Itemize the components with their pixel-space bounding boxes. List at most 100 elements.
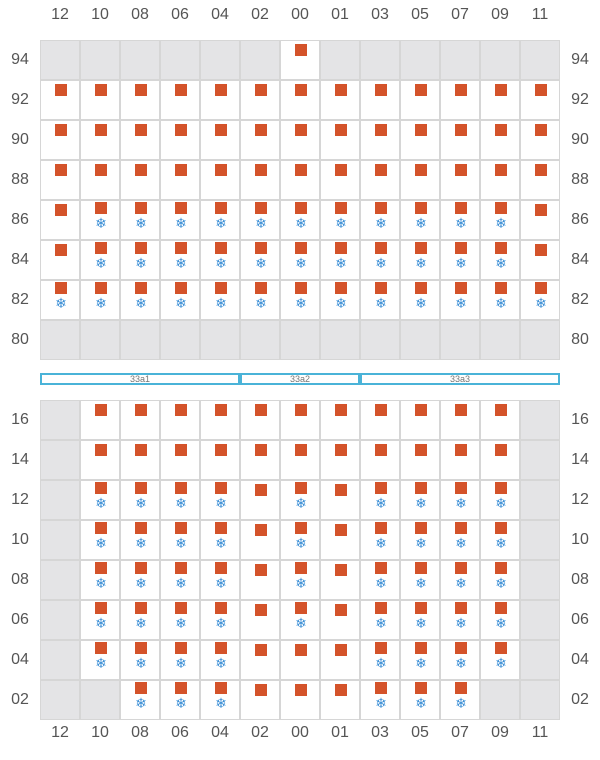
slot-cell[interactable] (120, 120, 160, 160)
slot-cell[interactable] (400, 120, 440, 160)
slot-cell[interactable]: ❄ (160, 640, 200, 680)
slot-cell[interactable] (360, 120, 400, 160)
slot-cell[interactable] (40, 80, 80, 120)
slot-cell[interactable]: ❄ (200, 560, 240, 600)
slot-cell[interactable]: ❄ (80, 200, 120, 240)
slot-cell[interactable] (240, 680, 280, 720)
hatch-segment[interactable]: 33a1 (40, 373, 240, 385)
slot-cell[interactable]: ❄ (240, 240, 280, 280)
slot-cell[interactable] (320, 160, 360, 200)
slot-cell[interactable]: ❄ (200, 640, 240, 680)
slot-cell[interactable]: ❄ (240, 200, 280, 240)
slot-cell[interactable]: ❄ (80, 600, 120, 640)
slot-cell[interactable]: ❄ (280, 280, 320, 320)
slot-cell[interactable] (160, 400, 200, 440)
slot-cell[interactable]: ❄ (480, 280, 520, 320)
slot-cell[interactable]: ❄ (440, 200, 480, 240)
slot-cell[interactable]: ❄ (360, 240, 400, 280)
slot-cell[interactable]: ❄ (480, 640, 520, 680)
slot-cell[interactable]: ❄ (280, 560, 320, 600)
slot-cell[interactable]: ❄ (80, 560, 120, 600)
slot-cell[interactable] (520, 200, 560, 240)
slot-cell[interactable]: ❄ (40, 280, 80, 320)
slot-cell[interactable]: ❄ (360, 560, 400, 600)
slot-cell[interactable]: ❄ (480, 200, 520, 240)
slot-cell[interactable] (240, 560, 280, 600)
slot-cell[interactable] (200, 400, 240, 440)
slot-cell[interactable] (320, 560, 360, 600)
slot-cell[interactable]: ❄ (160, 240, 200, 280)
slot-cell[interactable]: ❄ (440, 560, 480, 600)
slot-cell[interactable] (160, 440, 200, 480)
slot-cell[interactable]: ❄ (160, 280, 200, 320)
slot-cell[interactable] (320, 120, 360, 160)
slot-cell[interactable]: ❄ (200, 680, 240, 720)
slot-cell[interactable]: ❄ (200, 600, 240, 640)
slot-cell[interactable] (120, 440, 160, 480)
slot-cell[interactable]: ❄ (80, 640, 120, 680)
slot-cell[interactable]: ❄ (440, 680, 480, 720)
slot-cell[interactable] (240, 600, 280, 640)
slot-cell[interactable] (400, 440, 440, 480)
slot-cell[interactable] (160, 160, 200, 200)
slot-cell[interactable] (320, 400, 360, 440)
slot-cell[interactable] (40, 160, 80, 200)
hatch-segment[interactable]: 33a3 (360, 373, 560, 385)
slot-cell[interactable] (320, 520, 360, 560)
slot-cell[interactable]: ❄ (440, 520, 480, 560)
slot-cell[interactable]: ❄ (360, 280, 400, 320)
slot-cell[interactable] (440, 80, 480, 120)
slot-cell[interactable]: ❄ (400, 600, 440, 640)
slot-cell[interactable]: ❄ (360, 480, 400, 520)
slot-cell[interactable]: ❄ (320, 200, 360, 240)
slot-cell[interactable]: ❄ (360, 520, 400, 560)
slot-cell[interactable]: ❄ (480, 560, 520, 600)
slot-cell[interactable]: ❄ (400, 200, 440, 240)
slot-cell[interactable]: ❄ (120, 680, 160, 720)
slot-cell[interactable]: ❄ (400, 480, 440, 520)
slot-cell[interactable]: ❄ (480, 520, 520, 560)
slot-cell[interactable] (40, 240, 80, 280)
slot-cell[interactable] (280, 640, 320, 680)
slot-cell[interactable]: ❄ (160, 560, 200, 600)
slot-cell[interactable] (120, 160, 160, 200)
slot-cell[interactable] (120, 400, 160, 440)
slot-cell[interactable] (200, 440, 240, 480)
slot-cell[interactable] (80, 80, 120, 120)
slot-cell[interactable]: ❄ (280, 240, 320, 280)
slot-cell[interactable]: ❄ (360, 640, 400, 680)
slot-cell[interactable]: ❄ (400, 680, 440, 720)
slot-cell[interactable]: ❄ (120, 560, 160, 600)
slot-cell[interactable] (440, 160, 480, 200)
slot-cell[interactable]: ❄ (120, 240, 160, 280)
slot-cell[interactable] (80, 440, 120, 480)
slot-cell[interactable] (240, 480, 280, 520)
slot-cell[interactable] (120, 80, 160, 120)
slot-cell[interactable] (440, 440, 480, 480)
slot-cell[interactable] (360, 440, 400, 480)
slot-cell[interactable]: ❄ (80, 480, 120, 520)
slot-cell[interactable]: ❄ (120, 640, 160, 680)
slot-cell[interactable] (240, 160, 280, 200)
slot-cell[interactable] (520, 120, 560, 160)
slot-cell[interactable]: ❄ (400, 560, 440, 600)
slot-cell[interactable] (200, 160, 240, 200)
slot-cell[interactable] (280, 120, 320, 160)
slot-cell[interactable] (80, 400, 120, 440)
slot-cell[interactable] (240, 440, 280, 480)
slot-cell[interactable]: ❄ (200, 240, 240, 280)
slot-cell[interactable] (480, 400, 520, 440)
slot-cell[interactable] (160, 80, 200, 120)
slot-cell[interactable] (280, 680, 320, 720)
slot-cell[interactable]: ❄ (160, 200, 200, 240)
slot-cell[interactable] (400, 400, 440, 440)
slot-cell[interactable]: ❄ (520, 280, 560, 320)
slot-cell[interactable] (240, 80, 280, 120)
slot-cell[interactable] (280, 400, 320, 440)
slot-cell[interactable]: ❄ (400, 640, 440, 680)
slot-cell[interactable]: ❄ (480, 600, 520, 640)
slot-cell[interactable]: ❄ (200, 520, 240, 560)
slot-cell[interactable]: ❄ (440, 640, 480, 680)
slot-cell[interactable] (360, 400, 400, 440)
slot-cell[interactable]: ❄ (80, 520, 120, 560)
